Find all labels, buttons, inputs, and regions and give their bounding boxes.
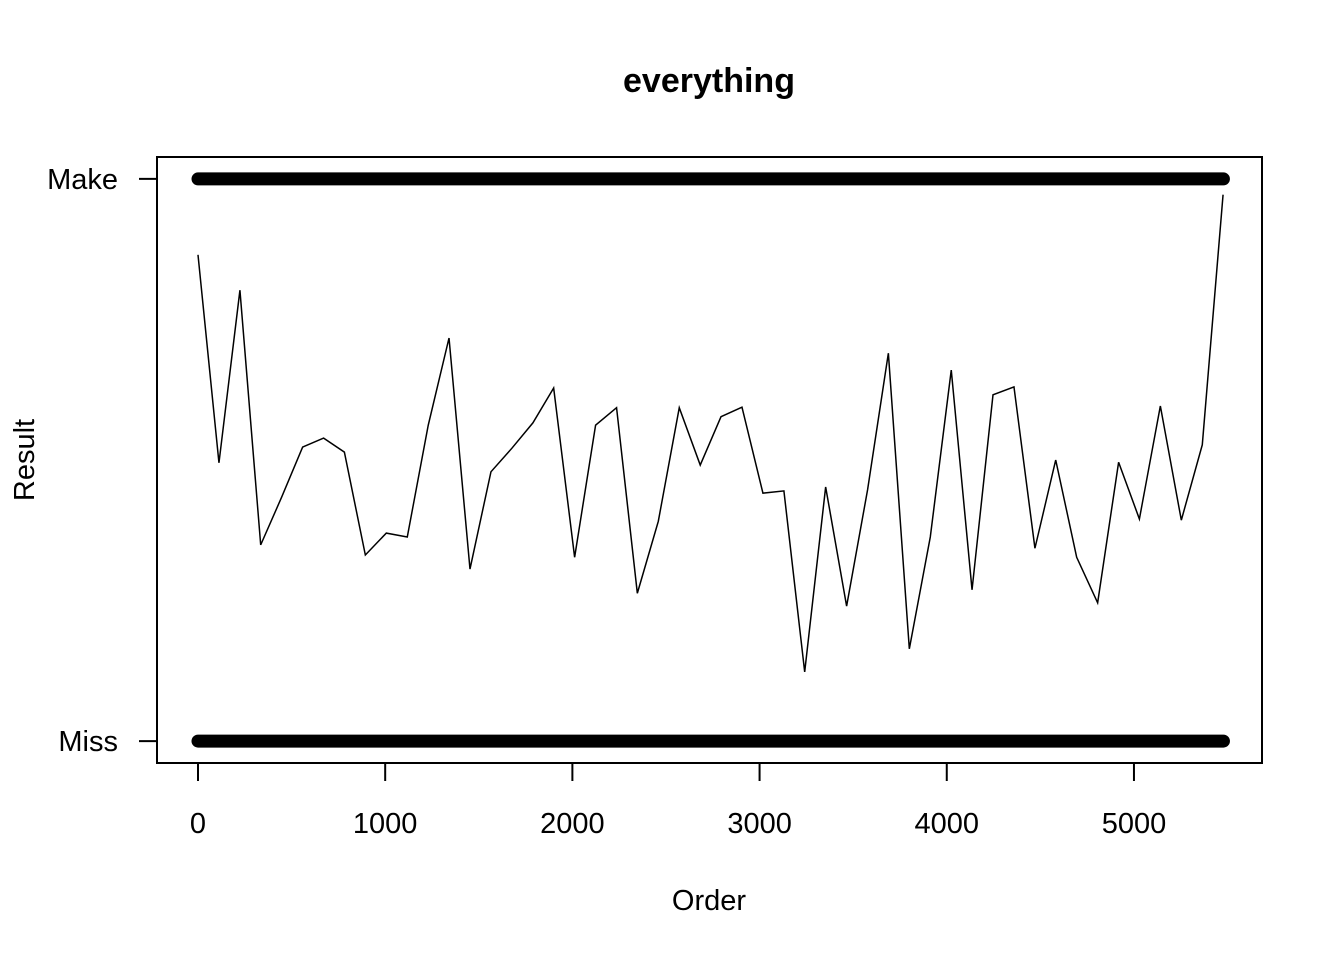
y-tick-label: Miss bbox=[58, 726, 118, 758]
x-axis-label: Order bbox=[672, 885, 746, 917]
x-tick-label: 2000 bbox=[540, 808, 605, 840]
x-tick-label: 3000 bbox=[727, 808, 792, 840]
line bbox=[197, 194, 1224, 673]
x-tick-label: 1000 bbox=[353, 808, 418, 840]
y-tick-label: Make bbox=[47, 164, 118, 196]
x-tick-label: 5000 bbox=[1102, 808, 1167, 840]
x-tick-label: 0 bbox=[190, 808, 206, 840]
x-tick-label: 4000 bbox=[915, 808, 980, 840]
plot-frame bbox=[156, 156, 1263, 764]
chart-title: everything bbox=[623, 62, 795, 100]
y-axis-label: Result bbox=[9, 419, 41, 501]
